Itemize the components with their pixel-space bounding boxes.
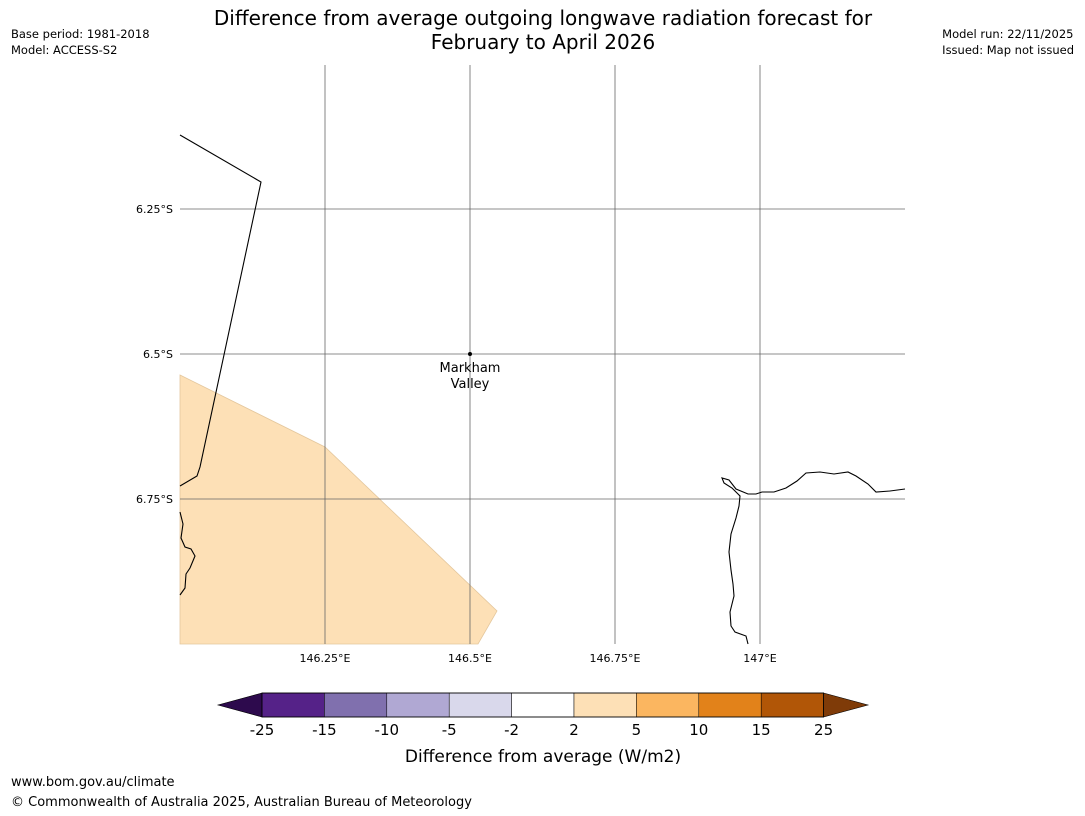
colorbar-max-arrow	[823, 692, 870, 718]
lat-label-6-75: 6.75°S	[136, 493, 173, 506]
lat-label-6-25: 6.25°S	[136, 203, 173, 216]
lon-label-147: 147°E	[743, 652, 776, 665]
meta-left: Base period: 1981-2018 Model: ACCESS-S2	[11, 26, 150, 58]
colorbar-bin-1	[261, 692, 325, 718]
lon-label-146-5: 146.5°E	[448, 652, 492, 665]
footer-url: www.bom.gov.au/climate	[11, 775, 175, 790]
colorbar-tick-1: -25	[250, 721, 275, 739]
colorbar-title: Difference from average (W/m2)	[405, 747, 681, 767]
footer-copyright: © Commonwealth of Australia 2025, Austra…	[11, 795, 472, 810]
colorbar-tick-4: -5	[442, 721, 457, 739]
colorbar-tick-5: -2	[504, 721, 519, 739]
title-line-2: February to April 2026	[430, 30, 656, 54]
colorbar-bin-4	[448, 692, 512, 718]
colorbar-bin-7	[636, 692, 700, 718]
colorbar-outline	[261, 692, 824, 718]
title-line-1: Difference from average outgoing longwav…	[213, 6, 873, 30]
anomaly-shade-region	[179, 374, 498, 645]
colorbar-min-arrow	[216, 692, 263, 718]
meta-right: Model run: 22/11/2025 Issued: Map not is…	[942, 26, 1074, 58]
issued-label: Issued: Map not issued	[942, 43, 1074, 57]
graticule	[180, 65, 905, 644]
colorbar-tick-9: 15	[752, 721, 771, 739]
colorbar-tick-2: -15	[312, 721, 337, 739]
colorbar-bin-6	[573, 692, 637, 718]
coastline-east	[721, 471, 906, 645]
model-label: Model: ACCESS-S2	[11, 43, 118, 57]
lat-label-6-5: 6.5°S	[143, 348, 173, 361]
colorbar-tick-3: -10	[375, 721, 400, 739]
colorbar-bin-3	[386, 692, 450, 718]
place-label-line-2: Valley	[451, 377, 490, 392]
colorbar-tick-8: 10	[689, 721, 708, 739]
lon-label-146-75: 146.75°E	[590, 652, 641, 665]
colorbar-bin-9	[760, 692, 824, 718]
lon-label-146-25: 146.25°E	[300, 652, 351, 665]
river-line-west	[179, 511, 196, 596]
model-run-label: Model run: 22/11/2025	[942, 27, 1074, 41]
place-label-line-1: Markham	[440, 361, 501, 376]
colorbar-tick-6: 2	[569, 721, 579, 739]
place-marker-dot	[468, 352, 472, 356]
province-boundary-line	[179, 134, 262, 487]
colorbar-bin-2	[324, 692, 388, 718]
colorbar-bin-8	[698, 692, 762, 718]
base-period-label: Base period: 1981-2018	[11, 27, 150, 41]
map-title: Difference from average outgoing longwav…	[143, 6, 943, 54]
colorbar-legend: -25 -15 -10 -5 -2 2 5 10 15 25 Differenc…	[216, 692, 870, 767]
colorbar-tick-7: 5	[632, 721, 642, 739]
colorbar-tick-10: 25	[814, 721, 833, 739]
colorbar-bin-5	[511, 692, 575, 718]
